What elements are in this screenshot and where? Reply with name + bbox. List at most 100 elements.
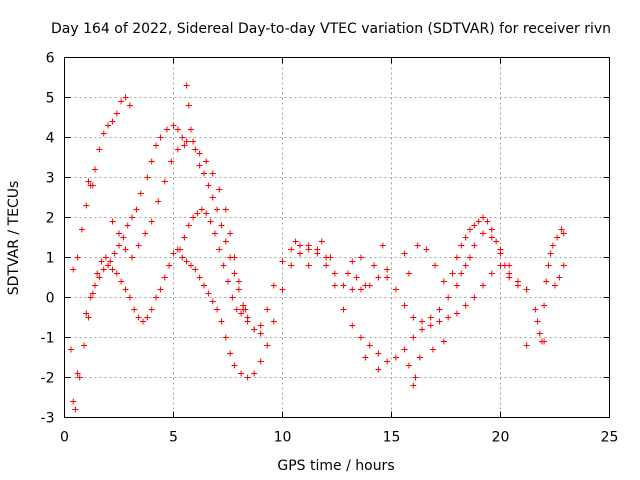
series-track-i	[68, 178, 548, 389]
data-point	[201, 282, 208, 289]
data-point	[231, 270, 238, 277]
series-track-a	[70, 122, 530, 413]
data-point	[462, 234, 469, 241]
data-point	[532, 306, 539, 313]
x-tick-label: 25	[601, 430, 619, 446]
data-point	[471, 222, 478, 229]
data-point	[211, 230, 218, 237]
data-point	[534, 318, 541, 325]
data-point	[543, 278, 550, 285]
data-point	[270, 282, 277, 289]
data-point	[153, 294, 160, 301]
data-point	[92, 282, 99, 289]
data-point	[506, 274, 513, 281]
axes: 0 5 10 15 20 25 -3 -2 -1 0 1 2 3 4 5 6	[41, 51, 619, 446]
data-point	[70, 398, 77, 405]
data-point	[264, 342, 271, 349]
data-point	[257, 358, 264, 365]
data-point	[392, 354, 399, 361]
data-point	[423, 246, 430, 253]
y-tick-label: -2	[41, 371, 55, 387]
data-point	[449, 270, 456, 277]
data-point	[157, 134, 164, 141]
data-point	[375, 366, 382, 373]
data-point	[192, 146, 199, 153]
data-point	[552, 282, 558, 289]
data-point	[401, 250, 408, 257]
data-point	[198, 206, 205, 213]
series-track-h	[532, 226, 567, 345]
data-point	[541, 338, 548, 345]
data-point	[344, 270, 351, 277]
data-point	[170, 250, 177, 257]
data-point	[168, 158, 175, 165]
data-point	[288, 262, 295, 269]
series-track-c	[83, 246, 530, 381]
data-point	[410, 334, 417, 341]
data-point	[227, 350, 234, 357]
series-track-e	[109, 142, 188, 261]
data-point	[227, 254, 234, 261]
data-point	[488, 234, 495, 241]
data-point	[331, 270, 338, 277]
data-point	[270, 318, 277, 325]
data-point	[107, 258, 114, 265]
data-point	[100, 266, 107, 273]
series-track-b	[70, 94, 133, 273]
data-point	[242, 306, 249, 313]
data-point	[475, 218, 482, 225]
data-point	[126, 102, 133, 109]
data-point	[554, 234, 561, 241]
data-point	[445, 314, 452, 321]
x-tick-label: 20	[492, 430, 510, 446]
data-point	[222, 238, 229, 245]
data-point	[296, 242, 303, 249]
data-point	[288, 246, 295, 253]
data-point	[190, 138, 197, 145]
data-point	[484, 218, 491, 225]
data-point	[244, 318, 251, 325]
data-point	[74, 370, 81, 377]
data-point	[392, 286, 399, 293]
data-point	[227, 230, 234, 237]
data-point	[279, 286, 286, 293]
data-point	[74, 254, 81, 261]
data-point	[68, 346, 75, 353]
data-point	[327, 254, 334, 261]
data-point	[135, 242, 142, 249]
data-point	[432, 262, 439, 269]
data-point	[89, 182, 96, 189]
data-point	[131, 306, 138, 313]
data-point	[379, 242, 386, 249]
data-point	[549, 242, 556, 249]
chart-title: Day 164 of 2022, Sidereal Day-to-day VTE…	[51, 21, 611, 37]
data-point	[183, 82, 190, 89]
data-point	[190, 214, 197, 221]
data-point	[235, 286, 242, 293]
data-point	[222, 334, 229, 341]
data-point	[414, 242, 421, 249]
data-point	[144, 174, 151, 181]
data-point	[405, 270, 412, 277]
data-point	[109, 118, 116, 125]
data-point	[129, 214, 136, 221]
data-point	[427, 322, 434, 329]
data-point	[185, 222, 192, 229]
data-point	[264, 306, 271, 313]
data-point	[120, 234, 127, 241]
data-point	[340, 306, 347, 313]
data-point	[436, 306, 443, 313]
data-point	[100, 130, 107, 137]
data-point	[235, 278, 242, 285]
data-point	[196, 274, 203, 281]
data-point	[109, 218, 116, 225]
data-point	[466, 254, 473, 261]
data-point	[102, 254, 109, 261]
data-point	[412, 374, 419, 381]
data-point	[124, 222, 131, 229]
data-point	[135, 314, 142, 321]
data-point	[279, 258, 286, 265]
data-point	[183, 258, 190, 265]
y-tick-label: 6	[46, 51, 55, 67]
